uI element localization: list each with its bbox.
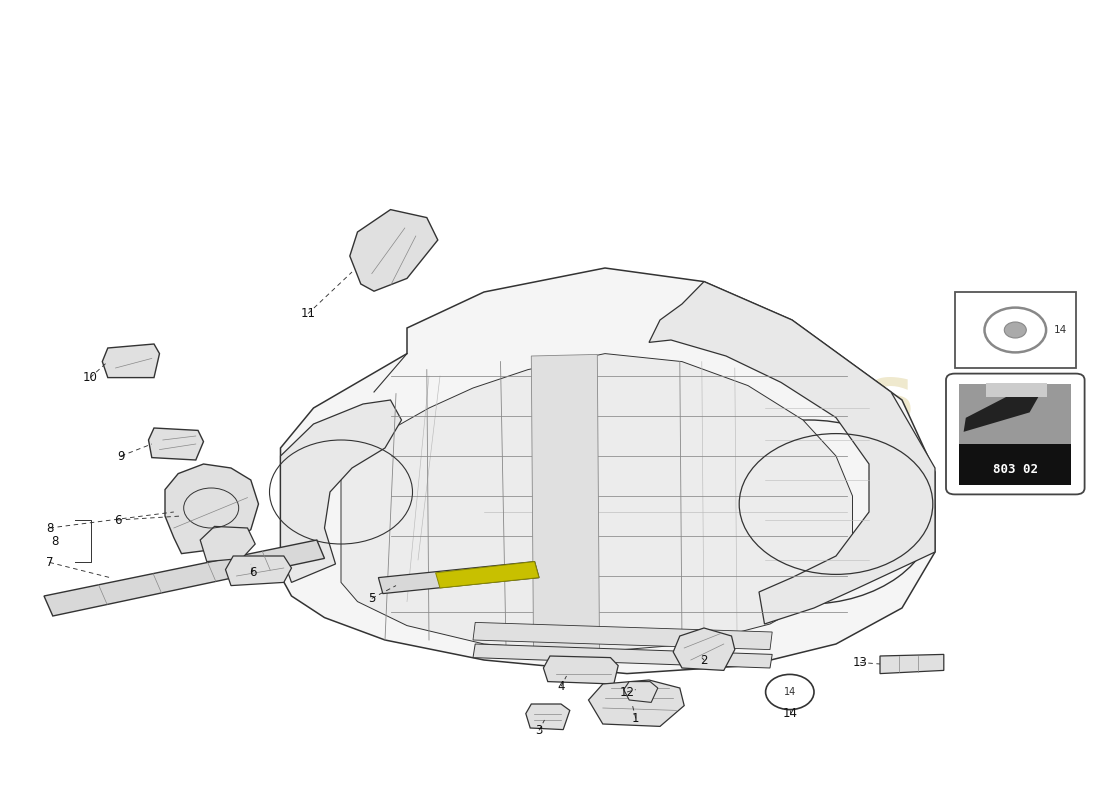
Text: 11: 11 [300,307,316,320]
Polygon shape [473,622,772,650]
Text: 5: 5 [368,592,375,605]
Text: 13: 13 [852,656,868,669]
Text: 8: 8 [46,522,53,534]
Text: a passion for parts since 1985: a passion for parts since 1985 [471,492,849,516]
Polygon shape [624,682,658,702]
Polygon shape [44,540,324,616]
Text: 8: 8 [52,535,58,548]
Circle shape [1004,322,1026,338]
Polygon shape [350,210,438,291]
Polygon shape [148,428,204,460]
Text: 6: 6 [250,566,256,578]
FancyBboxPatch shape [955,292,1076,368]
Text: 9: 9 [118,450,124,462]
Polygon shape [102,344,160,378]
Polygon shape [378,562,539,594]
Polygon shape [673,628,735,670]
Polygon shape [526,704,570,730]
Text: 10: 10 [82,371,98,384]
Text: 14: 14 [1054,325,1067,335]
Polygon shape [341,354,852,652]
Polygon shape [226,556,292,586]
Text: 14: 14 [783,687,796,697]
Text: 1: 1 [632,712,639,725]
Polygon shape [280,268,935,674]
Text: eurospares: eurospares [405,361,915,439]
Text: 12: 12 [619,686,635,698]
Polygon shape [473,644,772,668]
Text: 6: 6 [114,514,121,526]
Text: 14: 14 [782,707,797,720]
Text: 7: 7 [46,556,53,569]
Polygon shape [543,656,618,684]
Text: 4: 4 [558,680,564,693]
Bar [959,384,1071,445]
Polygon shape [649,282,935,624]
FancyBboxPatch shape [946,374,1085,494]
Bar [959,444,1071,485]
Polygon shape [200,526,255,562]
Polygon shape [436,562,539,588]
Polygon shape [280,400,402,582]
Polygon shape [880,654,944,674]
Polygon shape [964,393,1041,432]
Polygon shape [531,354,600,650]
Text: 803 02: 803 02 [993,463,1037,476]
Circle shape [682,420,935,604]
Text: 2: 2 [701,654,707,666]
Polygon shape [165,464,258,554]
Bar [986,383,1047,398]
Polygon shape [588,680,684,726]
Text: 3: 3 [536,724,542,737]
